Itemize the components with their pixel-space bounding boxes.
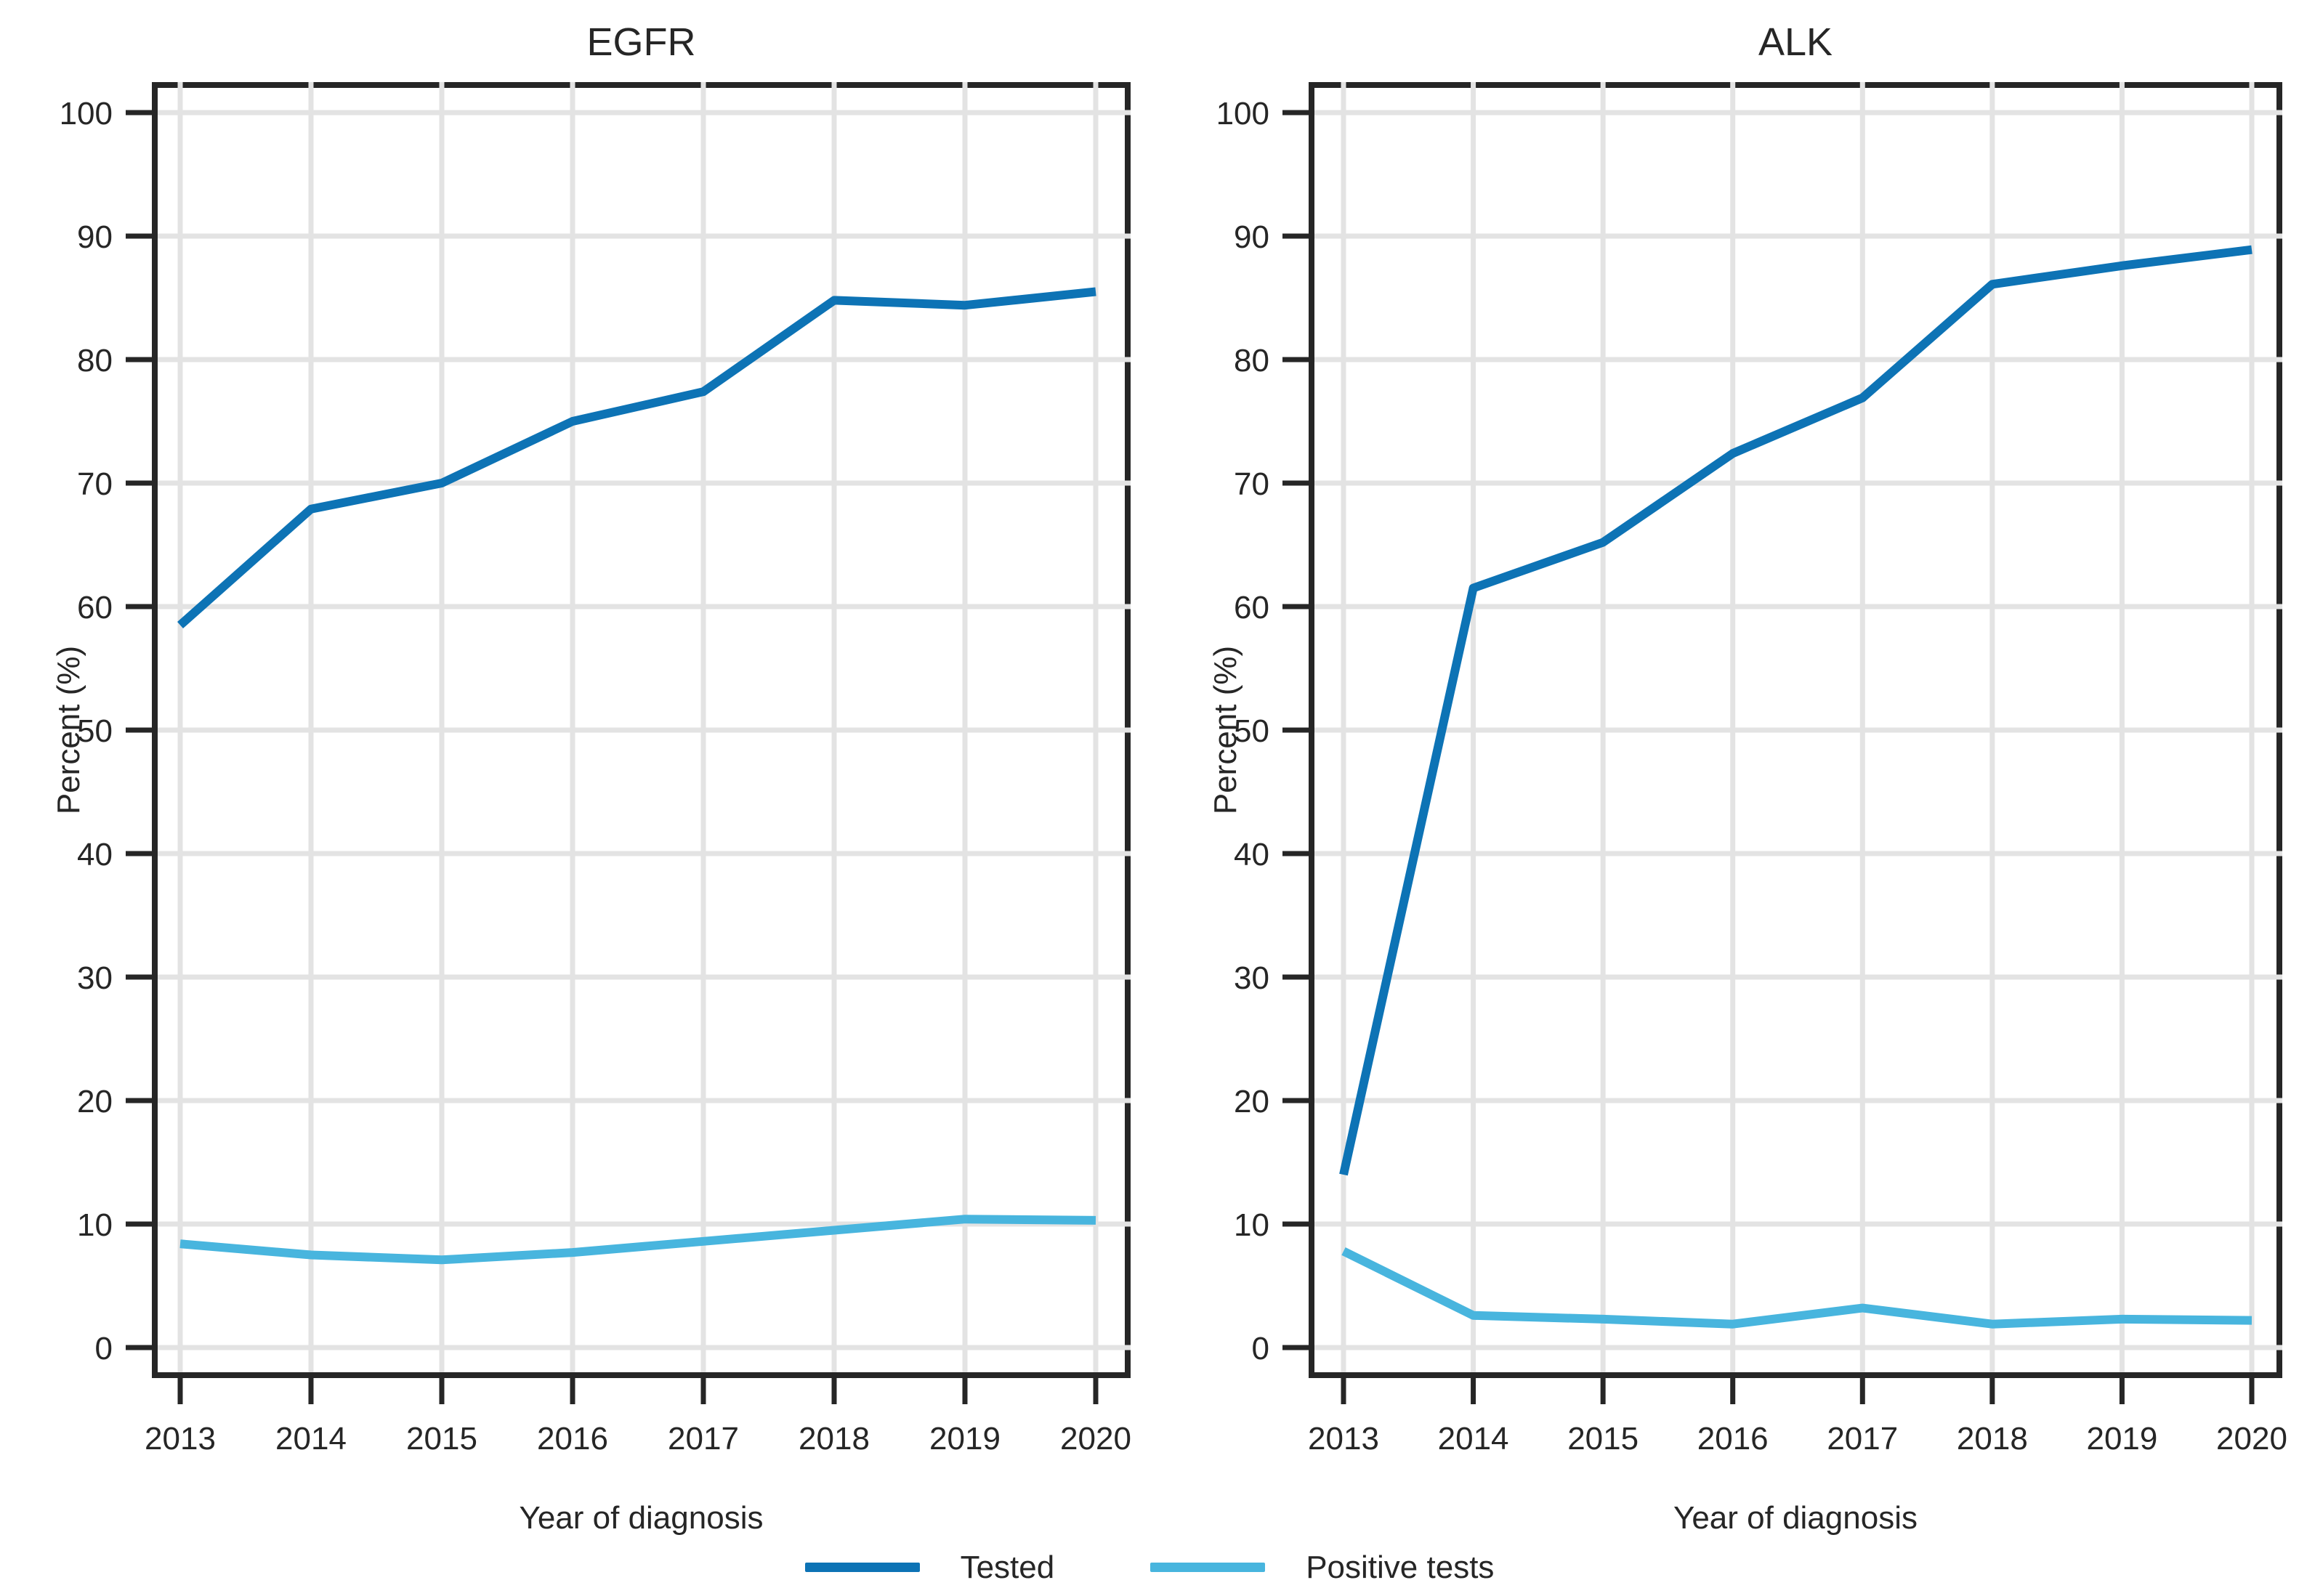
y-tick-label: 60 — [1234, 590, 1269, 625]
x-tick-label: 2016 — [537, 1421, 608, 1457]
y-tick-label: 30 — [1234, 960, 1269, 996]
x-tick-label: 2019 — [2086, 1421, 2157, 1457]
x-tick-label: 2017 — [1827, 1421, 1898, 1457]
x-tick-label: 2018 — [1957, 1421, 2028, 1457]
y-axis-title-alk: Percent (%) — [1208, 645, 1243, 815]
x-tick-label: 2013 — [1308, 1421, 1379, 1457]
y-tick-label: 0 — [1252, 1331, 1269, 1366]
y-tick-label: 70 — [77, 466, 113, 502]
legend-swatch-tested — [804, 1563, 920, 1572]
x-tick-label: 2013 — [145, 1421, 216, 1457]
legend-label-positive-tests: Positive tests — [1306, 1549, 1495, 1585]
x-tick-label: 2018 — [799, 1421, 870, 1457]
y-tick-label: 40 — [77, 837, 113, 872]
y-tick-label: 80 — [1234, 343, 1269, 378]
y-tick-label: 10 — [77, 1207, 113, 1243]
series-line-tested — [1339, 245, 2252, 1176]
legend: Tested Positive tests — [0, 1539, 2299, 1596]
legend-label-tested: Tested — [960, 1549, 1055, 1585]
y-tick-label: 100 — [1216, 96, 1269, 131]
x-tick-label: 2020 — [2216, 1421, 2287, 1457]
x-tick-label: 2020 — [1060, 1421, 1131, 1457]
y-tick-label: 90 — [77, 219, 113, 255]
y-tick-label: 100 — [60, 96, 113, 131]
y-tick-label: 50 — [77, 713, 113, 749]
x-tick-label: 2019 — [929, 1421, 1001, 1457]
y-tick-label: 70 — [1234, 466, 1269, 502]
y-tick-label: 80 — [77, 343, 113, 378]
series-line-positive-tests — [179, 1215, 1096, 1265]
x-tick-label: 2017 — [668, 1421, 739, 1457]
series-line-positive-tests — [1341, 1247, 2252, 1329]
panel-alk: 0 10 20 30 40 50 60 70 80 90 100 2013 2014 2015 2016 20… — [1216, 82, 2287, 1457]
panel-egfr: 0 10 20 30 40 50 60 70 80 90 100 2013 2014 2015 2016 20… — [60, 82, 1131, 1457]
y-tick-label: 50 — [1234, 713, 1269, 749]
chart-title-alk: ALK — [1758, 20, 1833, 64]
x-tick-label: 2016 — [1697, 1421, 1769, 1457]
y-tick-label: 60 — [77, 590, 113, 625]
y-tick-label: 30 — [77, 960, 113, 996]
series-line-tested — [177, 287, 1096, 628]
x-tick-label: 2014 — [1438, 1421, 1509, 1457]
legend-swatch-positive-tests — [1150, 1563, 1266, 1572]
y-tick-label: 40 — [1234, 837, 1269, 872]
y-tick-label: 20 — [77, 1084, 113, 1119]
legend-item-positive-tests: Positive tests — [1150, 1550, 1494, 1586]
x-axis-title-egfr: Year of diagnosis — [519, 1500, 764, 1536]
x-axis-title-alk: Year of diagnosis — [1673, 1500, 1918, 1536]
y-tick-label: 0 — [95, 1331, 113, 1366]
y-tick-label: 20 — [1234, 1084, 1269, 1119]
y-tick-label: 90 — [1234, 219, 1269, 255]
x-tick-label: 2014 — [275, 1421, 347, 1457]
x-tick-label: 2015 — [406, 1421, 477, 1457]
y-tick-label: 10 — [1234, 1207, 1269, 1243]
chart-title-egfr: EGFR — [586, 20, 696, 64]
y-axis-title-egfr: Percent (%) — [51, 645, 86, 815]
legend-item-tested: Tested — [804, 1549, 1055, 1586]
x-tick-label: 2015 — [1567, 1421, 1639, 1457]
